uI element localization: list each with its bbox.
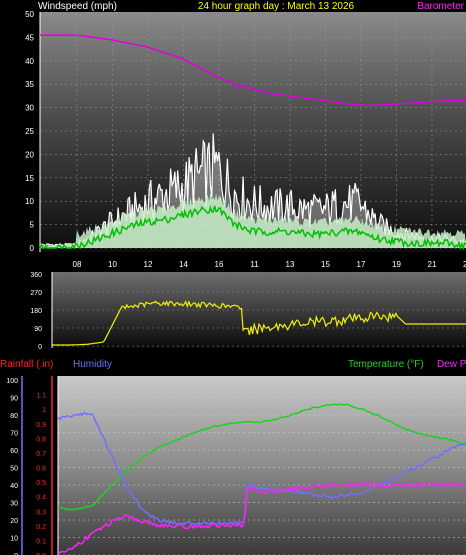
wind-x-tick-label: 19 (392, 260, 401, 269)
humidity-y-tick-label: 70 (10, 431, 18, 438)
wind-x-tick-label: 15 (321, 260, 330, 269)
humidity-label: Humidity (73, 359, 112, 370)
rainfall-label: Rainfall (.in) (0, 359, 53, 370)
wind-x-tick-label: 10 (108, 260, 117, 269)
rainfall-y-tick-label: 0.1 (36, 538, 46, 545)
humidity-y-tick-label: 10 (10, 536, 18, 543)
wind-y-tick-label: 45 (25, 33, 34, 42)
wind-x-tick-label: 16 (215, 260, 224, 269)
windspeed-label: Windspeed (mph) (38, 1, 117, 12)
barometer-series-line (40, 34, 466, 107)
temperature-series-line (57, 403, 466, 511)
direction-panel (52, 300, 466, 346)
humidity-y-tick-label: 80 (10, 413, 18, 420)
direction-y-tick-label: 0 (38, 344, 42, 351)
humidity-y-tick-label: 0 (14, 553, 18, 555)
humidity-panel (57, 403, 466, 555)
wind-y-tick-label: 25 (25, 127, 34, 136)
rainfall-y-tick-label: 1 (42, 407, 46, 414)
rainfall-y-tick-label: 1.1 (36, 393, 46, 400)
rainfall-y-tick-label: 0.6 (36, 466, 46, 473)
average-band (40, 192, 466, 248)
humidity-y-tick-label: 50 (10, 466, 18, 473)
wind-x-tick-label: 08 (73, 260, 82, 269)
wind-x-tick-label: 14 (179, 260, 188, 269)
average-series-line (39, 205, 466, 251)
direction-series-line (52, 300, 466, 346)
humidity-y-tick-label: 60 (10, 448, 18, 455)
rainfall-y-tick-label: 0.8 (36, 436, 46, 443)
humidity-y-tick-label: 90 (10, 396, 18, 403)
wind-y-tick-label: 20 (25, 150, 34, 159)
wind-x-tick-label: 21 (428, 260, 437, 269)
humidity-series-line (57, 411, 466, 527)
rainfall-y-tick-label: 0.5 (36, 480, 46, 487)
temperature-label: Temperature (°F) (348, 359, 424, 370)
rainfall-y-tick-label: 0.3 (36, 509, 46, 516)
wind-panel (39, 34, 466, 251)
humidity-y-tick-label: 20 (10, 518, 18, 525)
wind-x-tick-label: 13 (286, 260, 295, 269)
chart-date-title: 24 hour graph day : March 13 2026 (198, 1, 355, 12)
wind-y-tick-label: 50 (25, 10, 34, 19)
wind-x-tick-label: 23 (463, 260, 466, 269)
rainfall-y-tick-label: 0.2 (36, 524, 46, 531)
dewpoint-series-line (57, 481, 466, 555)
wind-x-tick-label: 12 (144, 260, 153, 269)
wind-y-tick-label: 0 (30, 244, 35, 253)
rainfall-y-tick-label: 0.4 (36, 495, 46, 502)
direction-y-tick-label: 180 (30, 308, 42, 315)
wind-y-tick-label: 10 (25, 197, 34, 206)
dewpoint-label: Dew P (437, 359, 466, 370)
humidity-y-tick-label: 40 (10, 483, 18, 490)
wind-y-tick-label: 35 (25, 80, 34, 89)
rainfall-y-tick-label: 0.7 (36, 451, 46, 458)
wind-y-tick-label: 5 (30, 221, 35, 230)
barometer-label: Barometer (417, 1, 464, 12)
humidity-panel-background (58, 376, 466, 555)
wind-x-tick-label: 17 (357, 260, 366, 269)
wind-y-tick-label: 40 (25, 57, 34, 66)
direction-y-tick-label: 90 (34, 326, 42, 333)
rainfall-y-tick-label: 0.0 (36, 553, 46, 555)
wind-x-tick-label: 11 (250, 260, 259, 269)
rainfall-y-tick-label: 0.9 (36, 422, 46, 429)
direction-y-tick-label: 360 (30, 272, 42, 279)
direction-y-tick-label: 270 (30, 290, 42, 297)
humidity-y-tick-label: 100 (6, 378, 18, 385)
humidity-y-tick-label: 30 (10, 501, 18, 508)
wind-y-tick-label: 30 (25, 104, 34, 113)
wind-y-tick-label: 15 (25, 174, 34, 183)
